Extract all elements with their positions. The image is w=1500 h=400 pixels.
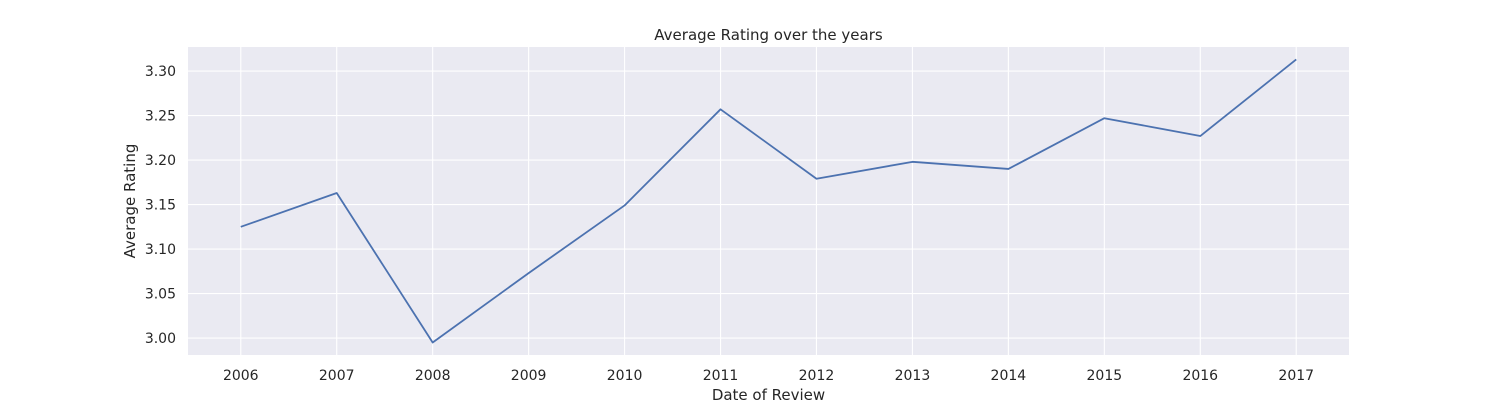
y-tick-label: 3.00 — [145, 331, 176, 347]
x-tick-label: 2006 — [223, 368, 259, 384]
x-tick-label: 2013 — [895, 368, 931, 384]
y-tick-label: 3.15 — [145, 198, 176, 214]
x-tick-label: 2009 — [511, 368, 547, 384]
x-tick-labels: 2006 2007 2008 2009 2010 2011 2012 2013 2014 2015… — [223, 368, 1314, 384]
x-tick-label: 2008 — [415, 368, 451, 384]
y-axis-label: Average Rating — [121, 144, 139, 259]
series-layer — [239, 57, 1298, 345]
x-tick-label: 2010 — [607, 368, 643, 384]
y-tick-label: 3.20 — [145, 153, 176, 169]
data-point — [1294, 57, 1298, 61]
data-point — [1006, 167, 1010, 171]
x-tick-label: 2014 — [991, 368, 1027, 384]
data-point — [814, 177, 818, 181]
data-point — [335, 191, 339, 195]
x-tick-label: 2015 — [1087, 368, 1123, 384]
y-tick-label: 3.10 — [145, 242, 176, 258]
y-tick-label: 3.05 — [145, 287, 176, 303]
y-tick-label: 3.25 — [145, 109, 176, 125]
series-line — [240, 58, 1297, 344]
y-tick-labels: 3.00 3.05 3.10 3.15 3.20 3.25 3.30 — [145, 64, 176, 347]
plot-background — [188, 47, 1349, 355]
grid-lines — [188, 47, 1349, 355]
data-point — [431, 341, 435, 345]
data-point — [527, 271, 531, 275]
y-tick-label: 3.30 — [145, 64, 176, 80]
x-tick-label: 2016 — [1182, 368, 1218, 384]
chart-title: Average Rating over the years — [654, 26, 883, 44]
data-point — [910, 160, 914, 164]
data-point — [623, 203, 627, 207]
x-tick-label: 2017 — [1278, 368, 1314, 384]
data-point — [1102, 116, 1106, 120]
x-tick-label: 2012 — [799, 368, 835, 384]
x-tick-label: 2007 — [319, 368, 355, 384]
data-point — [1198, 134, 1202, 138]
data-point — [719, 107, 723, 111]
x-tick-label: 2011 — [703, 368, 739, 384]
data-point — [239, 225, 243, 229]
x-axis-label: Date of Review — [712, 386, 825, 400]
